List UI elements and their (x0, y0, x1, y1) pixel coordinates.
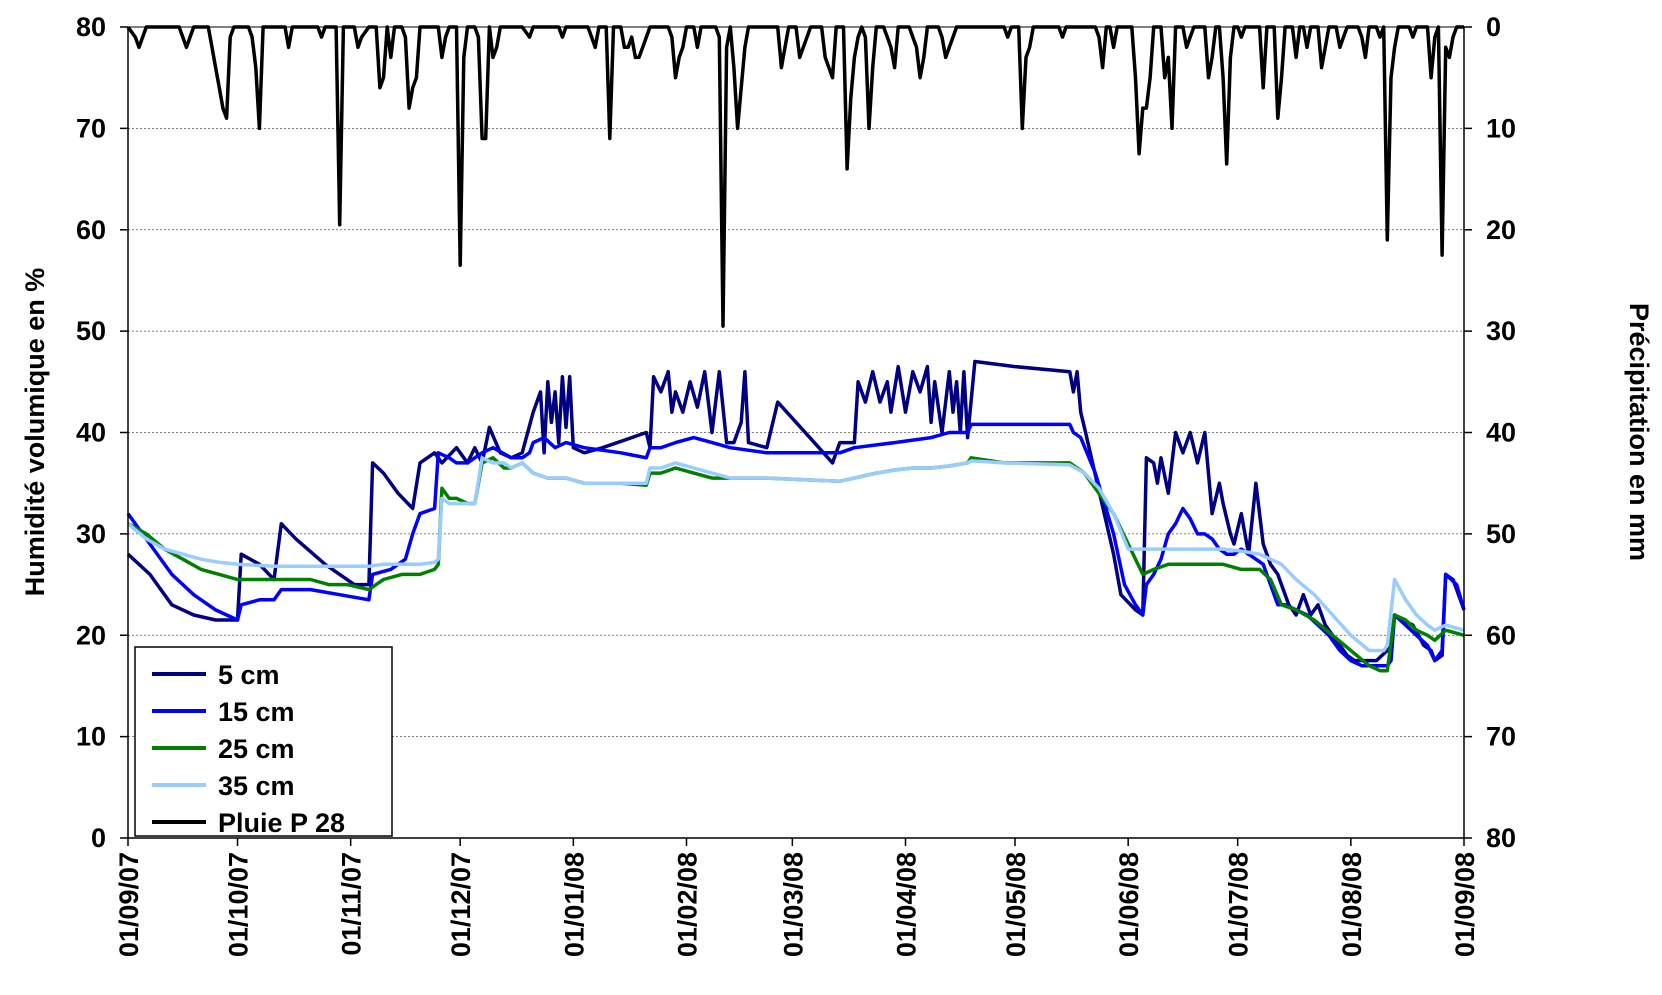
y-left-tick-label: 20 (76, 620, 106, 650)
legend-label: 25 cm (218, 734, 295, 764)
y-left-tick-label: 30 (76, 519, 106, 549)
y-right-tick-label: 40 (1486, 418, 1516, 448)
y-right-tick-label: 60 (1486, 620, 1516, 650)
series-line (126, 25, 1464, 328)
x-tick-label: 01/04/08 (892, 852, 922, 957)
x-tick-label: 01/05/08 (1001, 852, 1031, 957)
x-tick-label: 01/09/08 (1450, 852, 1480, 957)
y-right-tick-label: 30 (1486, 316, 1516, 346)
y-right-tick-label: 0 (1486, 12, 1501, 42)
series-line (126, 359, 1466, 663)
x-tick-label: 01/12/07 (446, 852, 476, 957)
y-left-tick-label: 70 (76, 113, 106, 143)
left-ticks: 0 10 20 30 40 50 60 70 80 (76, 12, 128, 853)
y-left-tick-label: 80 (76, 12, 106, 42)
series-layer (126, 25, 1466, 673)
y-left-tick-label: 60 (76, 215, 106, 245)
x-tick-label: 01/03/08 (778, 852, 808, 957)
right-ticks: 80 70 60 50 40 30 20 10 0 (1464, 12, 1516, 853)
x-tick-label: 01/11/07 (337, 852, 367, 956)
y-right-tick-label: 50 (1486, 519, 1516, 549)
legend: 5 cm 15 cm 25 cm 35 cm Pluie P 28 (134, 646, 393, 838)
y-axis-title-left: Humidité volumique en % (20, 268, 50, 597)
legend-box (134, 646, 393, 837)
y-left-tick-label: 50 (76, 316, 106, 346)
y-left-tick-label: 10 (76, 722, 106, 752)
y-right-tick-label: 70 (1486, 722, 1516, 752)
legend-label: 15 cm (218, 697, 295, 727)
x-tick-label: 01/06/08 (1114, 852, 1144, 957)
x-tick-label: 01/10/07 (224, 852, 254, 957)
y-left-tick-label: 40 (76, 418, 106, 448)
x-ticks: 01/09/07 01/10/07 01/11/07 01/12/07 01/01/08… (114, 838, 1480, 957)
y-axis-title-right: Précipitation en mm (1624, 303, 1654, 561)
y-right-tick-label: 80 (1486, 823, 1516, 853)
x-tick-label: 01/02/08 (672, 852, 702, 957)
legend-label: Pluie P 28 (218, 808, 345, 838)
legend-label: 35 cm (218, 771, 295, 801)
x-tick-label: 01/07/08 (1224, 852, 1254, 957)
x-tick-label: 01/09/07 (114, 852, 144, 957)
series-line (126, 456, 1465, 653)
x-tick-label: 01/01/08 (559, 852, 589, 957)
legend-label: 5 cm (218, 660, 280, 690)
x-tick-label: 01/08/08 (1337, 852, 1367, 957)
y-right-tick-label: 10 (1486, 113, 1516, 143)
y-right-tick-label: 20 (1486, 215, 1516, 245)
y-left-tick-label: 0 (91, 823, 106, 853)
